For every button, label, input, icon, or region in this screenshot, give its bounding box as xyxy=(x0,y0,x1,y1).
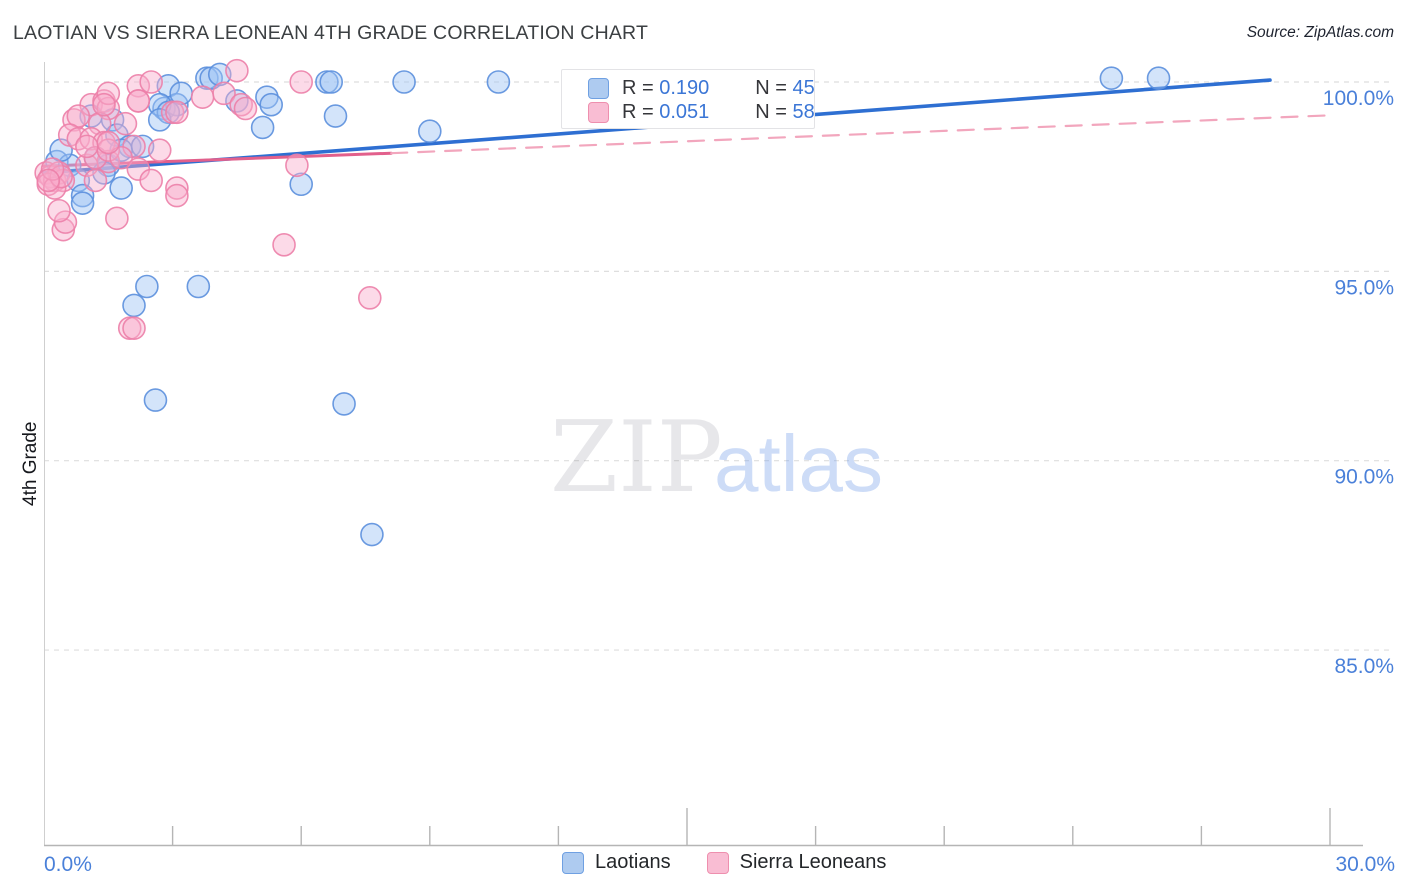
scatter-point-sierra-leoneans[interactable] xyxy=(225,58,249,83)
n-label: N = xyxy=(755,76,793,99)
scatter-point-laotians[interactable] xyxy=(1099,66,1124,91)
scatter-point-sierra-leoneans[interactable] xyxy=(109,145,133,170)
scatter-point-sierra-leoneans[interactable] xyxy=(36,168,61,193)
scatter-point-sierra-leoneans[interactable] xyxy=(272,233,296,257)
scatter-points-group xyxy=(34,58,1171,547)
scatter-point-sierra-leoneans[interactable] xyxy=(83,168,108,193)
scatter-point-laotians[interactable] xyxy=(255,85,279,109)
scatter-point-sierra-leoneans[interactable] xyxy=(190,85,215,109)
scatter-point-sierra-leoneans[interactable] xyxy=(139,70,163,94)
scatter-point-sierra-leoneans[interactable] xyxy=(229,92,253,117)
n-label: N = xyxy=(755,100,793,123)
scatter-point-laotians[interactable] xyxy=(392,70,416,94)
legend-row-sierra-leoneans: R = 0.051 N = 58 xyxy=(588,100,815,124)
scatter-point-sierra-leoneans[interactable] xyxy=(75,134,99,159)
scatter-point-laotians[interactable] xyxy=(70,183,95,208)
legend-label: Laotians xyxy=(595,851,671,873)
scatter-point-sierra-leoneans[interactable] xyxy=(233,96,258,121)
scatter-point-laotians[interactable] xyxy=(323,104,348,128)
scatter-point-sierra-leoneans[interactable] xyxy=(105,206,129,231)
trendline-sierra-leoneans xyxy=(390,114,1332,155)
scatter-point-laotians[interactable] xyxy=(135,274,159,299)
scatter-point-sierra-leoneans[interactable] xyxy=(42,176,67,200)
series-legend: Laotians Sierra Leoneans xyxy=(562,851,886,874)
scatter-point-sierra-leoneans[interactable] xyxy=(289,70,314,94)
scatter-point-sierra-leoneans[interactable] xyxy=(113,111,138,136)
laotians-swatch-icon xyxy=(562,851,584,874)
scatter-point-sierra-leoneans[interactable] xyxy=(357,286,382,310)
r-value: 0.190 xyxy=(659,76,710,99)
chart-header: LAOTIAN VS SIERRA LEONEAN 4TH GRADE CORR… xyxy=(0,0,1406,52)
scatter-point-laotians[interactable] xyxy=(417,119,442,144)
scatter-point-sierra-leoneans[interactable] xyxy=(165,100,189,125)
y-tick-label: 95.0% xyxy=(1334,276,1394,299)
gridlines-group xyxy=(44,81,1394,651)
page-title: LAOTIAN VS SIERRA LEONEAN 4TH GRADE CORR… xyxy=(13,22,649,44)
scatter-point-sierra-leoneans[interactable] xyxy=(62,108,86,132)
y-tick-label: 90.0% xyxy=(1334,466,1394,489)
scatter-point-sierra-leoneans[interactable] xyxy=(147,138,172,162)
scatter-point-laotians[interactable] xyxy=(147,108,172,132)
scatter-point-laotians[interactable] xyxy=(332,392,356,416)
watermark-atlas: atlas xyxy=(714,419,883,508)
laotians-swatch-icon xyxy=(588,77,609,99)
axis-labels-group: 100.0% 95.0% 90.0% 85.0% 0.0% 30.0% xyxy=(44,87,1395,876)
source-attribution: Source: ZipAtlas.com xyxy=(1246,24,1394,41)
scatter-point-laotians[interactable] xyxy=(143,388,168,412)
scatter-point-laotians[interactable] xyxy=(186,274,211,299)
scatter-point-sierra-leoneans[interactable] xyxy=(47,198,71,223)
scatter-point-laotians[interactable] xyxy=(319,70,344,94)
sierra-leoneans-swatch-icon xyxy=(706,851,729,874)
scatter-point-sierra-leoneans[interactable] xyxy=(53,210,78,234)
scatter-point-laotians[interactable] xyxy=(250,115,275,140)
scatter-point-sierra-leoneans[interactable] xyxy=(126,89,151,113)
scatter-point-laotians[interactable] xyxy=(486,70,511,94)
n-value: 58 xyxy=(792,100,815,123)
scatter-point-sierra-leoneans[interactable] xyxy=(96,130,121,155)
r-label: R = xyxy=(622,76,660,99)
n-value: 45 xyxy=(792,76,815,99)
y-tick-label: 85.0% xyxy=(1334,655,1394,678)
scatter-point-laotians[interactable] xyxy=(1146,66,1171,91)
scatter-point-sierra-leoneans[interactable] xyxy=(139,168,163,193)
scatter-point-sierra-leoneans[interactable] xyxy=(285,153,309,178)
x-ticks-group xyxy=(171,808,1331,845)
scatter-point-laotians[interactable] xyxy=(109,176,133,200)
correlation-legend: R = 0.190 N = 45 R = 0.051 N = 58 xyxy=(561,69,815,129)
scatter-point-sierra-leoneans[interactable] xyxy=(122,316,146,340)
legend-row-laotians: R = 0.190 N = 45 xyxy=(588,76,815,100)
scatter-point-laotians[interactable] xyxy=(122,293,146,318)
x-tick-label: 0.0% xyxy=(44,853,92,876)
scatter-point-laotians[interactable] xyxy=(70,191,95,215)
r-label: R = xyxy=(622,100,660,123)
x-tick-label: 30.0% xyxy=(1335,853,1395,876)
sierra-leoneans-swatch-icon xyxy=(588,101,609,123)
scatter-point-laotians[interactable] xyxy=(259,92,283,117)
watermark-zip: ZIP xyxy=(550,401,723,515)
scatter-point-laotians[interactable] xyxy=(360,522,384,547)
y-tick-label: 100.0% xyxy=(1323,87,1394,110)
scatter-point-sierra-leoneans[interactable] xyxy=(212,81,236,106)
scatter-point-sierra-leoneans[interactable] xyxy=(92,92,116,117)
r-value: 0.051 xyxy=(659,100,710,123)
legend-item-sierra-leoneans: Sierra Leoneans xyxy=(706,851,887,874)
scatter-point-sierra-leoneans[interactable] xyxy=(165,176,189,200)
legend-label: Sierra Leoneans xyxy=(739,851,887,873)
scatter-point-laotians[interactable] xyxy=(289,172,314,197)
legend-item-laotians: Laotians xyxy=(562,851,671,874)
scatter-point-sierra-leoneans[interactable] xyxy=(165,183,189,208)
trendline-sierra-leoneans xyxy=(42,151,393,168)
